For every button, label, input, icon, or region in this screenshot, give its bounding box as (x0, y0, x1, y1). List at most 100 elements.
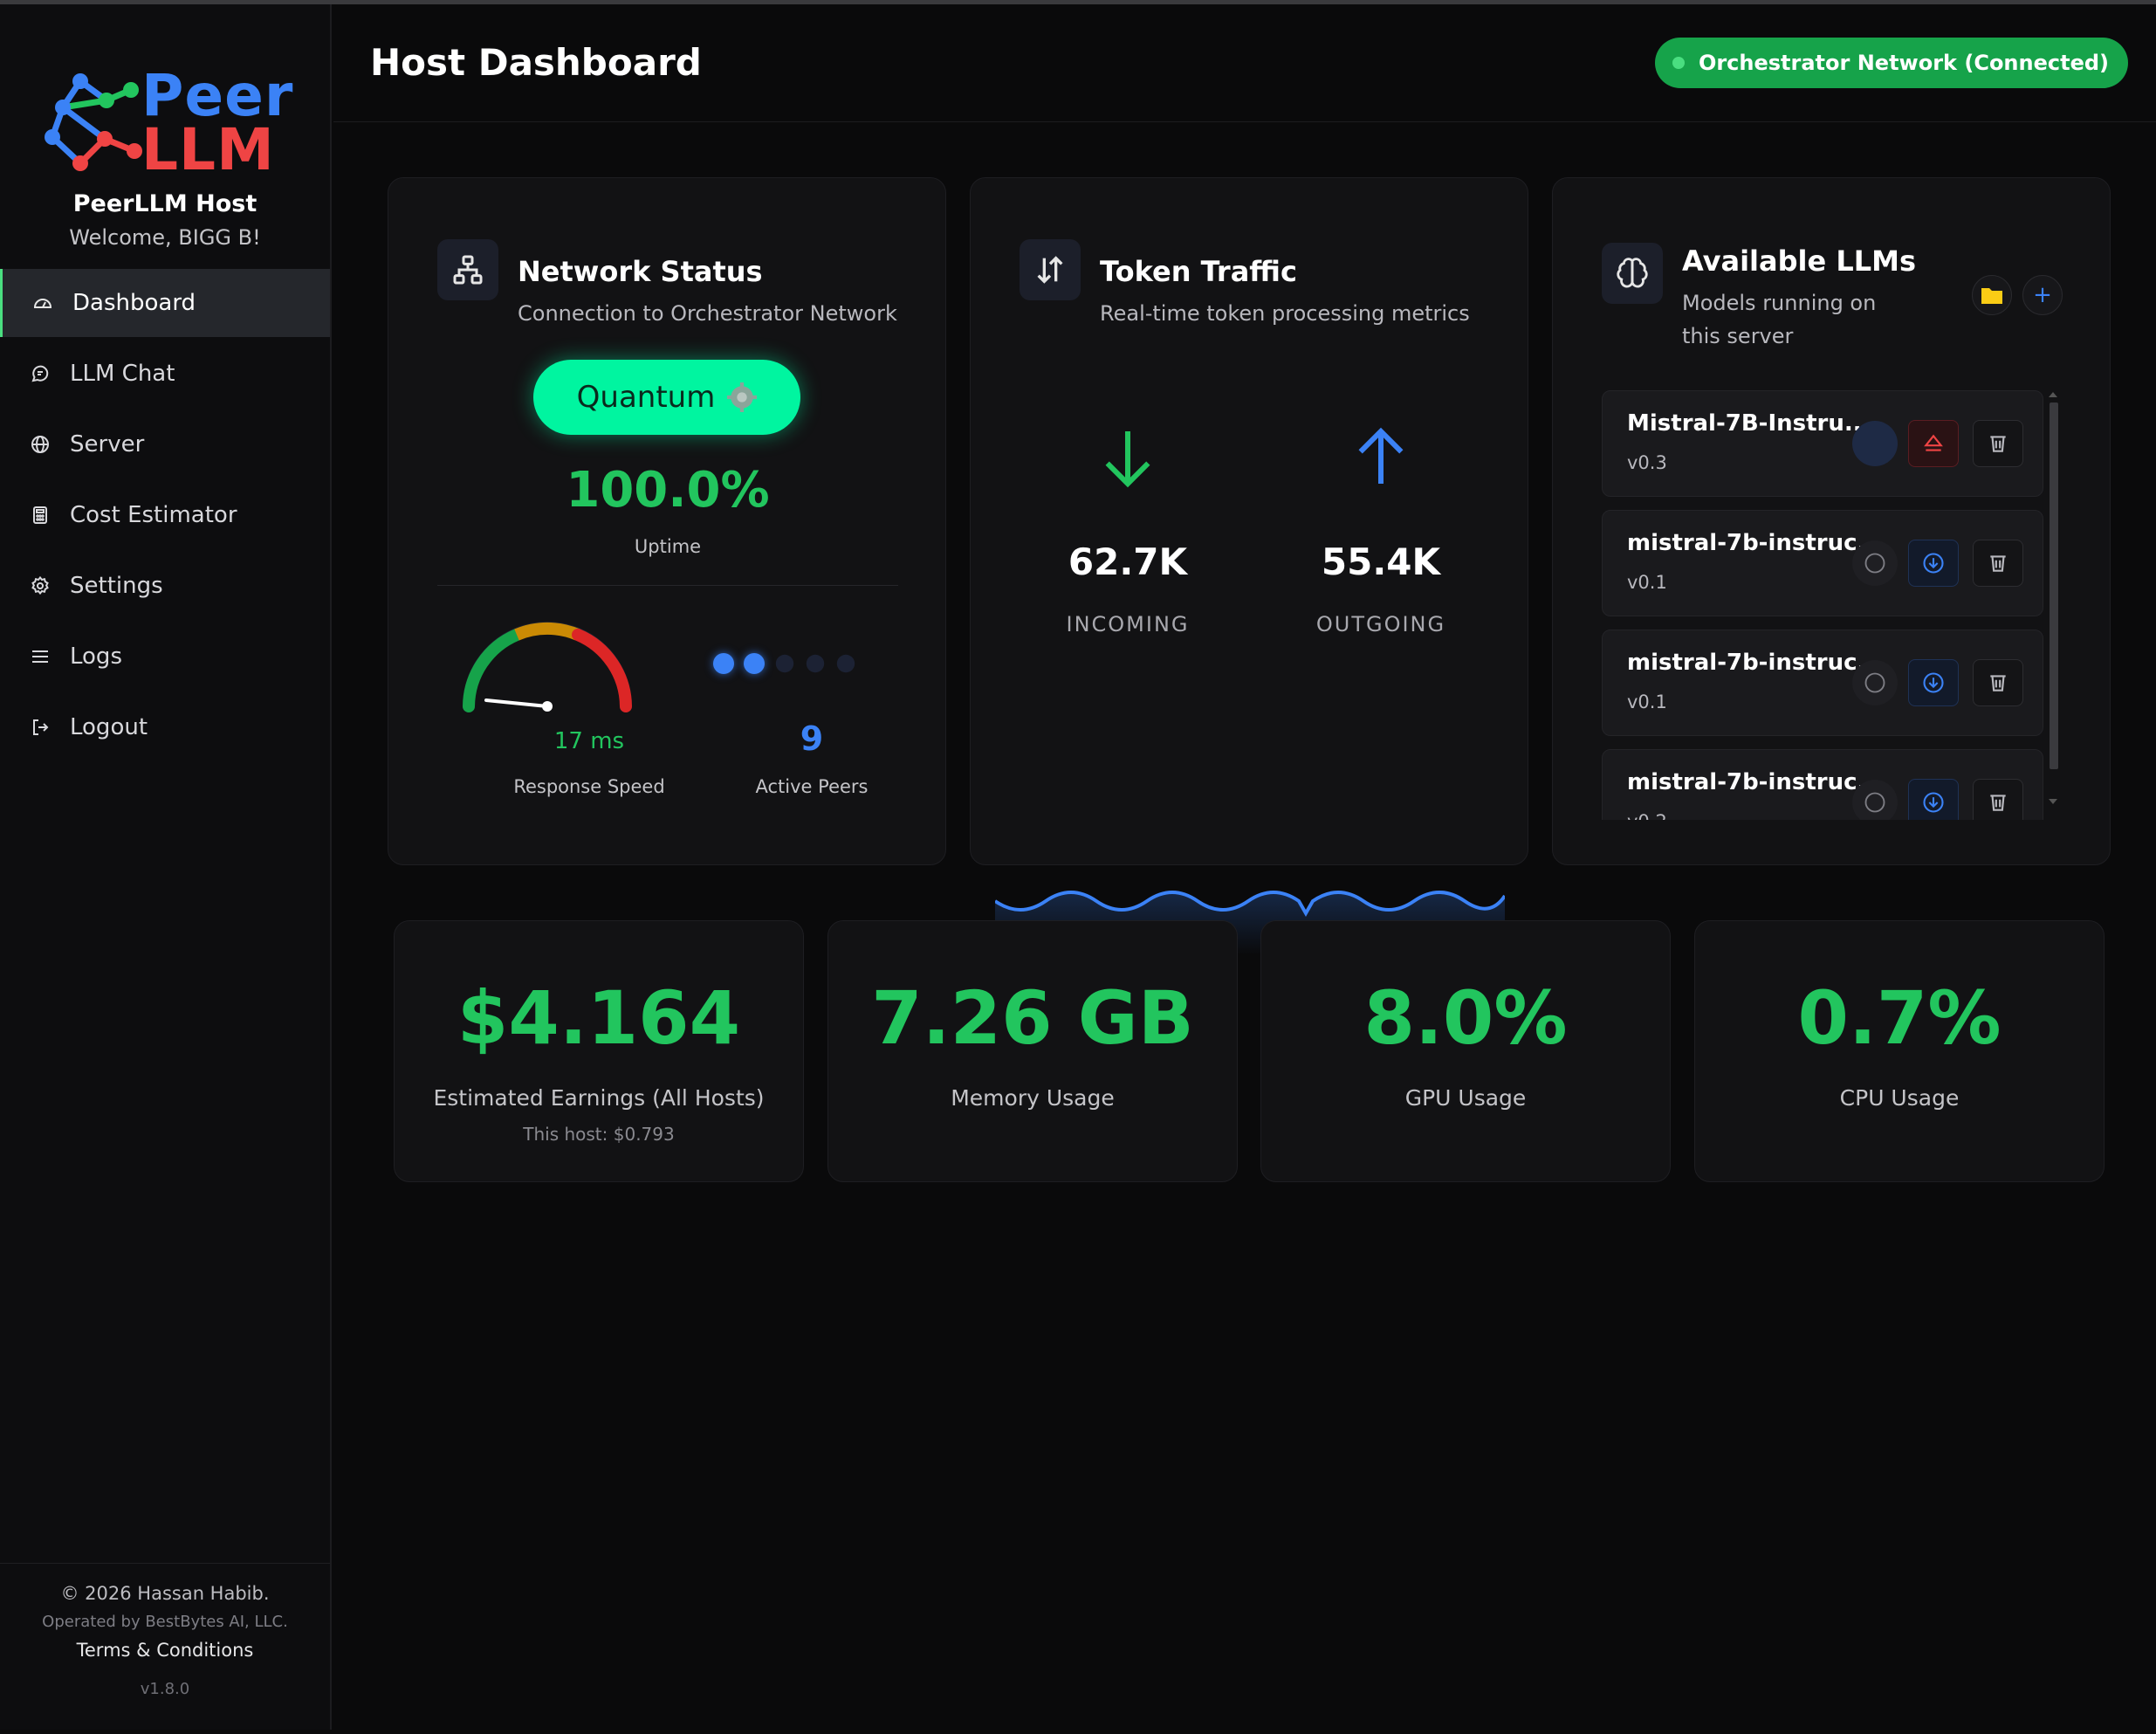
delete-model-button[interactable] (1973, 659, 2023, 706)
tier-quantum-button[interactable]: Quantum (533, 360, 800, 435)
calculator-icon (30, 505, 51, 526)
peer-dot-inactive (806, 654, 825, 673)
sidebar-item-label: Logout (70, 714, 148, 740)
active-peers-value: 9 (800, 719, 824, 758)
llm-model-version: v0.2 (1627, 811, 1667, 820)
llm-model-name: Mistral-7B-Instru... (1627, 410, 1871, 437)
llm-list[interactable]: Mistral-7B-Instru... v0.3 mistral-7b-ins… (1602, 390, 2047, 820)
network-status-card: Network Status Connection to Orchestrato… (388, 177, 946, 865)
card-subtitle: Real-time token processing metrics (1100, 301, 1470, 326)
folder-icon (1981, 288, 2002, 304)
llm-row[interactable]: mistral-7b-instruc... v0.2 (1602, 749, 2043, 820)
scroll-thumb[interactable] (2050, 403, 2058, 769)
network-icon (437, 239, 498, 300)
peer-dots-indicator (713, 653, 866, 674)
sidebar-footer: © 2026 Hassan Habib. Operated by BestByt… (0, 1563, 330, 1698)
sidebar-item-llm-chat[interactable]: LLM Chat (0, 340, 330, 408)
delete-model-button[interactable] (1973, 779, 2023, 820)
download-circle-icon (1923, 792, 1944, 813)
status-dot-icon (1672, 57, 1685, 69)
circle-icon (1864, 792, 1885, 813)
card-subtitle: Models running on this server (1682, 291, 1877, 348)
load-model-button[interactable] (1908, 659, 1959, 706)
sidebar-item-label: Dashboard (72, 290, 196, 316)
connection-status-label: Orchestrator Network (Connected) (1698, 51, 2109, 75)
gear-icon (727, 382, 758, 412)
llm-row[interactable]: mistral-7b-instruc... v0.1 (1602, 510, 2043, 616)
gear-icon (30, 575, 51, 596)
trash-icon (1990, 436, 2006, 452)
delete-model-button[interactable] (1973, 420, 2023, 467)
gpu-usage-label: GPU Usage (1404, 1085, 1527, 1111)
plus-icon: + (2033, 282, 2052, 308)
memory-usage-label: Memory Usage (951, 1085, 1115, 1111)
trash-icon (1990, 795, 2006, 811)
sidebar-item-label: Server (70, 431, 145, 458)
eject-icon (1924, 434, 1943, 451)
sidebar-item-server[interactable]: Server (0, 410, 330, 478)
response-speed-value: 17 ms (553, 728, 625, 754)
circle-icon (1864, 672, 1885, 693)
logo-text-peer: Peer (141, 62, 294, 129)
uptime-label: Uptime (634, 536, 702, 557)
version-label: v1.8.0 (140, 1680, 190, 1698)
sidebar-item-label: Cost Estimator (70, 502, 237, 528)
welcome-message: Welcome, BIGG B! (69, 225, 261, 250)
outgoing-tokens-value: 55.4K (1321, 540, 1441, 583)
scroll-up-icon[interactable] (2047, 390, 2059, 399)
llm-row[interactable]: mistral-7b-instruc... v0.1 (1602, 630, 2043, 736)
stat-card-memory: 7.26 GB Memory Usage (827, 920, 1238, 1182)
terms-link[interactable]: Terms & Conditions (76, 1640, 254, 1661)
page-title: Host Dashboard (370, 41, 702, 84)
response-speed-label: Response Speed (513, 776, 665, 797)
peer-dot-inactive (775, 654, 794, 673)
card-title: Network Status (518, 255, 763, 288)
copyright-text: © 2026 Hassan Habib. (60, 1583, 270, 1604)
sidebar-item-cost-estimator[interactable]: Cost Estimator (0, 481, 330, 549)
sidebar-item-label: Settings (70, 573, 163, 599)
sidebar-item-dashboard[interactable]: Dashboard (0, 269, 330, 337)
window-top-border (0, 0, 2156, 4)
gpu-usage-value: 8.0% (1363, 975, 1568, 1061)
active-peers-label: Active Peers (755, 776, 869, 797)
response-speed-gauge (463, 622, 632, 712)
sidebar-item-label: Logs (70, 643, 122, 670)
llm-header-actions: + (1961, 275, 2063, 315)
this-host-earnings: This host: $0.793 (523, 1124, 675, 1145)
sidebar-item-logs[interactable]: Logs (0, 623, 330, 691)
stat-card-earnings: $4.164 Estimated Earnings (All Hosts) Th… (394, 920, 804, 1182)
earnings-label: Estimated Earnings (All Hosts) (433, 1085, 765, 1111)
globe-icon (30, 434, 51, 455)
arrow-up-icon (1358, 427, 1404, 484)
model-stopped-indicator (1852, 540, 1898, 586)
llm-row[interactable]: Mistral-7B-Instru... v0.3 (1602, 390, 2043, 497)
incoming-tokens-label: INCOMING (1066, 612, 1190, 636)
outgoing-tokens-label: OUTGOING (1315, 612, 1446, 636)
model-stopped-indicator (1852, 780, 1898, 820)
trash-icon (1990, 675, 2006, 692)
sidebar-item-logout[interactable]: Logout (0, 693, 330, 761)
transfer-arrows-icon (1020, 239, 1081, 300)
llm-model-name: mistral-7b-instruc... (1627, 530, 1884, 556)
llm-model-name: mistral-7b-instruc... (1627, 769, 1884, 795)
llm-list-scrollbar[interactable] (2047, 390, 2059, 808)
gauge-icon (32, 292, 53, 313)
llm-model-version: v0.1 (1627, 692, 1667, 712)
delete-model-button[interactable] (1973, 540, 2023, 587)
scroll-down-icon[interactable] (2047, 797, 2059, 806)
available-llms-card: Available LLMs Models running on this se… (1552, 177, 2111, 865)
network-graph-icon (45, 73, 142, 171)
connection-status-badge[interactable]: Orchestrator Network (Connected) (1654, 38, 2128, 88)
llm-model-version: v0.3 (1627, 452, 1667, 473)
open-folder-button[interactable] (1972, 275, 2012, 315)
load-model-button[interactable] (1908, 540, 1959, 587)
sidebar-item-settings[interactable]: Settings (0, 552, 330, 620)
load-model-button[interactable] (1908, 779, 1959, 820)
stat-card-cpu: 0.7% CPU Usage (1694, 920, 2105, 1182)
page-header: Host Dashboard Orchestrator Network (Con… (333, 4, 2156, 122)
sidebar-nav: Dashboard LLM Chat Server Cost Estimator… (0, 269, 330, 764)
add-model-button[interactable]: + (2022, 275, 2063, 315)
eject-model-button[interactable] (1908, 420, 1959, 467)
earnings-value: $4.164 (457, 975, 741, 1061)
peer-dot-inactive (836, 654, 855, 673)
